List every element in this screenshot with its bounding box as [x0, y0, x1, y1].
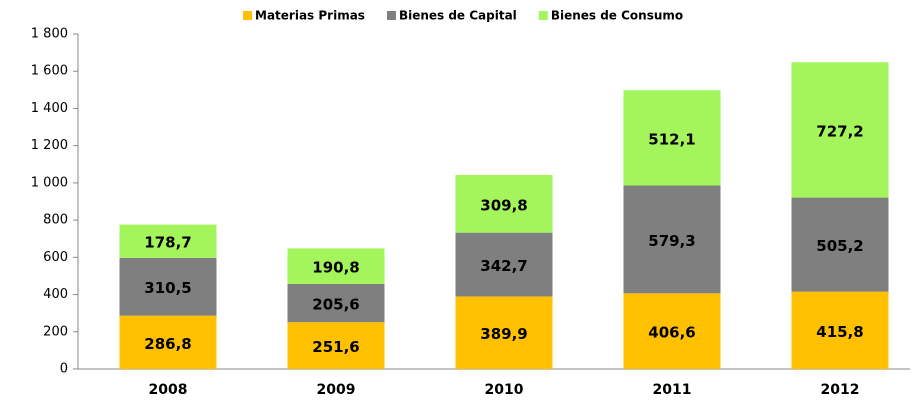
x-tick-label: 2011 [653, 382, 692, 398]
data-label: 727,2 [816, 122, 863, 140]
legend-swatch [538, 11, 548, 20]
data-label: 342,7 [480, 257, 527, 275]
data-label: 512,1 [648, 130, 695, 148]
data-label: 579,3 [648, 232, 695, 250]
y-tick-label: 1 600 [31, 64, 68, 79]
y-tick-label: 0 [60, 362, 68, 377]
data-label: 251,6 [312, 338, 359, 356]
bar-segment [455, 296, 553, 369]
bar-segment [791, 62, 889, 198]
data-label: 406,6 [648, 324, 695, 342]
bar-segment [287, 322, 385, 369]
y-tick-label: 600 [43, 250, 68, 265]
legend-swatch [386, 11, 396, 20]
x-tick-label: 2010 [485, 382, 524, 398]
y-tick-label: 400 [43, 287, 68, 302]
legend-label: Bienes de Consumo [551, 9, 683, 23]
bar-segment [623, 185, 721, 294]
bar-segment [455, 174, 553, 233]
data-label: 190,8 [312, 259, 359, 277]
data-label: 389,9 [480, 325, 527, 343]
bar-segment [287, 283, 385, 323]
data-label: 505,2 [816, 237, 863, 255]
bar-segment [623, 90, 721, 186]
bar-segment [119, 315, 217, 369]
x-tick-label: 2009 [317, 382, 356, 398]
data-label: 415,8 [816, 323, 863, 341]
data-label: 309,8 [480, 196, 527, 214]
bar-segment [287, 248, 385, 284]
x-tick-label: 2008 [149, 382, 188, 398]
data-label: 178,7 [144, 234, 191, 252]
data-label: 310,5 [144, 279, 191, 297]
legend-label: Materias Primas [255, 9, 365, 23]
y-tick-label: 1 800 [31, 27, 68, 42]
bar-segment [791, 197, 889, 292]
y-tick-label: 1 000 [31, 175, 68, 190]
x-tick-label: 2012 [821, 382, 860, 398]
bar-segment [623, 293, 721, 369]
bar-segment [455, 232, 553, 297]
bar-segment [791, 291, 889, 369]
y-tick-label: 800 [43, 213, 68, 228]
y-tick-label: 1 400 [31, 101, 68, 116]
legend-swatch [243, 11, 252, 20]
y-tick-label: 200 [43, 324, 68, 339]
data-label: 286,8 [144, 335, 191, 353]
bar-segment [119, 224, 217, 258]
data-label: 205,6 [312, 296, 359, 314]
legend-label: Bienes de Capital [399, 9, 517, 23]
bar-segment [119, 257, 217, 316]
y-tick-label: 1 200 [31, 138, 68, 153]
